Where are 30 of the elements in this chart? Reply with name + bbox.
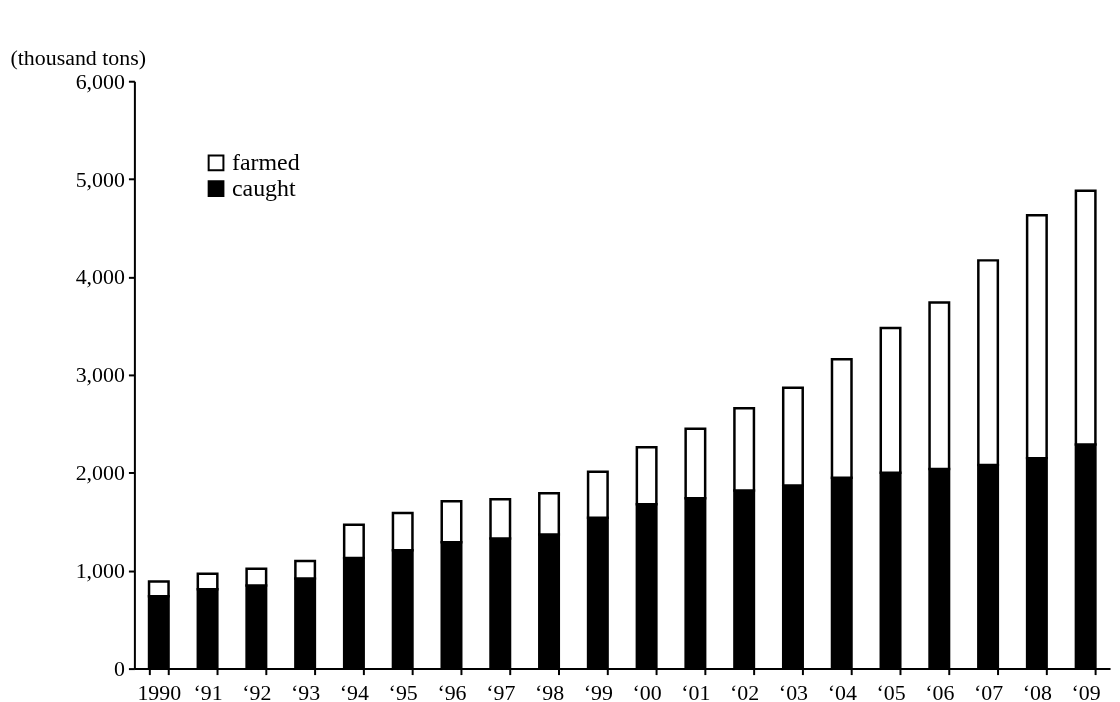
x-tick-label: ‘91 [193, 679, 223, 702]
y-tick-label: 5,000 [75, 166, 125, 192]
x-tick-label: ‘06 [925, 679, 955, 702]
x-tick-label: ‘98 [534, 679, 565, 702]
y-tick-label: 1,000 [75, 558, 125, 584]
y-axis-title: (thousand tons) [10, 44, 147, 70]
legend-label: caught [231, 174, 296, 201]
x-tick-label: ‘01 [681, 679, 711, 702]
y-tick-label: 4,000 [75, 264, 125, 290]
x-tick-label: ‘04 [827, 679, 857, 702]
x-tick-label: ‘94 [339, 679, 370, 702]
y-tick-label: 0 [113, 656, 125, 682]
x-tick-label: ‘93 [291, 679, 321, 702]
x-tick-label: ‘07 [973, 679, 1004, 702]
x-tick-label: ‘08 [1022, 679, 1053, 702]
x-tick-label: 1990 [137, 679, 182, 702]
x-tick-label: ‘02 [730, 679, 760, 702]
legend-label: farmed [231, 148, 300, 175]
x-tick-label: ‘03 [778, 679, 809, 702]
x-tick-label: ‘09 [1071, 679, 1101, 702]
y-tick-label: 6,000 [75, 68, 125, 94]
x-tick-label: ‘95 [388, 679, 418, 702]
y-tick-label: 3,000 [75, 362, 125, 388]
x-tick-label: ‘96 [437, 679, 467, 702]
x-tick-label: ‘92 [242, 679, 272, 702]
x-tick-label: ‘00 [632, 679, 662, 702]
x-tick-label: ‘99 [583, 679, 613, 702]
x-tick-label: ‘05 [876, 679, 906, 702]
y-tick-label: 2,000 [75, 460, 125, 486]
x-tick-label: ‘97 [486, 679, 516, 702]
